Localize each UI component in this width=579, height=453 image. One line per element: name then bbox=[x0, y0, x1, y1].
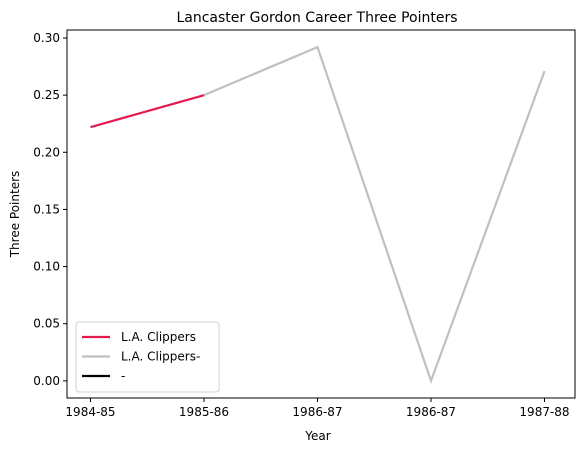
x-axis-label: Year bbox=[304, 429, 330, 443]
chart-title: Lancaster Gordon Career Three Pointers bbox=[176, 10, 457, 26]
y-tick-label: 0.10 bbox=[33, 260, 60, 274]
legend-entry-label: - bbox=[121, 369, 125, 383]
y-tick-label: 0.00 bbox=[33, 374, 60, 388]
legend-entry-label: L.A. Clippers bbox=[121, 330, 196, 344]
x-tick-label: 1985-86 bbox=[179, 405, 229, 419]
plot-area-frame bbox=[66, 29, 576, 399]
y-tick-label: 0.15 bbox=[33, 202, 60, 216]
y-tick-label: 0.25 bbox=[33, 88, 60, 102]
x-axis: 1984-851985-861986-871986-871987-88Caree… bbox=[65, 398, 570, 419]
y-axis-label: Three Pointers bbox=[8, 171, 22, 259]
series-lines bbox=[90, 45, 546, 385]
x-tick-label: 1987-88 bbox=[519, 405, 569, 419]
series-line bbox=[203, 45, 546, 385]
x-tick-label: 1986-87 bbox=[406, 405, 456, 419]
x-tick-label: 1984-85 bbox=[65, 405, 115, 419]
y-axis: 0.00 0.05 0.10 0.15 0.20 0.25 0.30 bbox=[33, 31, 67, 388]
legend-entry-label: L.A. Clippers- bbox=[121, 350, 200, 364]
x-tick-label: 1986-87 bbox=[292, 405, 342, 419]
y-tick-label: 0.30 bbox=[33, 31, 60, 45]
y-tick-label: 0.05 bbox=[33, 317, 60, 331]
series-line bbox=[90, 94, 205, 129]
y-tick-label: 0.20 bbox=[33, 145, 60, 159]
legend: L.A. Clippers L.A. Clippers- - bbox=[75, 321, 220, 393]
legend-box bbox=[75, 321, 220, 393]
